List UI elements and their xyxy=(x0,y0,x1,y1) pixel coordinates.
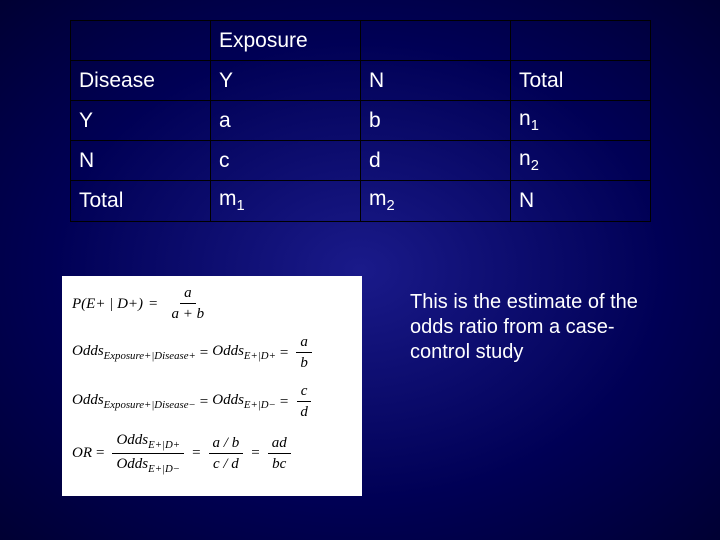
fraction-numerator: a xyxy=(296,333,312,353)
formula-odds-d-minus: OddsExposure+|Disease− = OddsE+|D− = c d xyxy=(72,382,352,421)
equals-sign: = xyxy=(96,444,104,462)
odds-term: OddsExposure+|Disease− xyxy=(72,391,196,412)
equals-sign: = xyxy=(280,344,288,362)
cell-m1: m1 xyxy=(211,181,361,221)
cell-d: d xyxy=(361,141,511,181)
equals-sign: = xyxy=(280,393,288,411)
table-row: Y a b n1 xyxy=(71,101,651,141)
cell-n2: n2 xyxy=(511,141,651,181)
formula-probability: P(E+ | D+) = a a + b xyxy=(72,284,352,323)
equals-sign: = xyxy=(192,444,200,462)
formula-odds-d-plus: OddsExposure+|Disease+ = OddsE+|D+ = a b xyxy=(72,333,352,372)
formula-panel: P(E+ | D+) = a a + b OddsExposure+|Disea… xyxy=(62,276,362,496)
cell-row-n: N xyxy=(71,141,211,181)
cell-m2: m2 xyxy=(361,181,511,221)
cell-col-n: N xyxy=(361,61,511,101)
fraction-numerator: a / b xyxy=(209,434,244,454)
fraction-denominator: c / d xyxy=(209,454,243,473)
fraction-numerator: ad xyxy=(268,434,291,454)
contingency-table-container: Exposure Disease Y N Total Y a b n1 N c … xyxy=(70,20,650,222)
caption-text: This is the estimate of the odds ratio f… xyxy=(410,290,660,365)
fraction: OddsE+|D+ OddsE+|D− xyxy=(112,431,184,476)
fraction: ad bc xyxy=(268,434,291,473)
fraction-denominator: b xyxy=(296,353,312,372)
fraction: a / b c / d xyxy=(209,434,244,473)
fraction: a a + b xyxy=(168,284,209,323)
cell-blank xyxy=(361,21,511,61)
fraction-denominator: a + b xyxy=(168,304,209,323)
cell-a: a xyxy=(211,101,361,141)
formula-odds-ratio: OR = OddsE+|D+ OddsE+|D− = a / b c / d =… xyxy=(72,431,352,476)
fraction-numerator: a xyxy=(180,284,196,304)
fraction: a b xyxy=(296,333,312,372)
equals-sign: = xyxy=(200,393,208,411)
cell-col-total: Total xyxy=(511,61,651,101)
equals-sign: = xyxy=(251,444,259,462)
cell-c: c xyxy=(211,141,361,181)
equals-sign: = xyxy=(149,295,157,313)
contingency-table: Exposure Disease Y N Total Y a b n1 N c … xyxy=(70,20,651,222)
fraction-numerator: OddsE+|D+ xyxy=(112,431,184,454)
odds-term: OddsE+|D− xyxy=(212,391,276,412)
fraction: c d xyxy=(296,382,312,421)
cell-col-y: Y xyxy=(211,61,361,101)
cell-grand-n: N xyxy=(511,181,651,221)
table-row: Disease Y N Total xyxy=(71,61,651,101)
cell-blank xyxy=(511,21,651,61)
cell-exposure-header: Exposure xyxy=(211,21,361,61)
cell-disease-header: Disease xyxy=(71,61,211,101)
equals-sign: = xyxy=(200,344,208,362)
cell-row-total: Total xyxy=(71,181,211,221)
odds-term: OddsExposure+|Disease+ xyxy=(72,342,196,363)
odds-term: OddsE+|D+ xyxy=(212,342,276,363)
fraction-denominator: bc xyxy=(268,454,290,473)
table-row: Exposure xyxy=(71,21,651,61)
table-row: Total m1 m2 N xyxy=(71,181,651,221)
formula-lhs: P(E+ | D+) xyxy=(72,295,143,313)
table-row: N c d n2 xyxy=(71,141,651,181)
fraction-denominator: d xyxy=(296,402,312,421)
fraction-numerator: c xyxy=(297,382,312,402)
cell-blank xyxy=(71,21,211,61)
cell-n1: n1 xyxy=(511,101,651,141)
cell-b: b xyxy=(361,101,511,141)
fraction-denominator: OddsE+|D− xyxy=(112,454,184,476)
or-label: OR xyxy=(72,444,92,462)
cell-row-y: Y xyxy=(71,101,211,141)
